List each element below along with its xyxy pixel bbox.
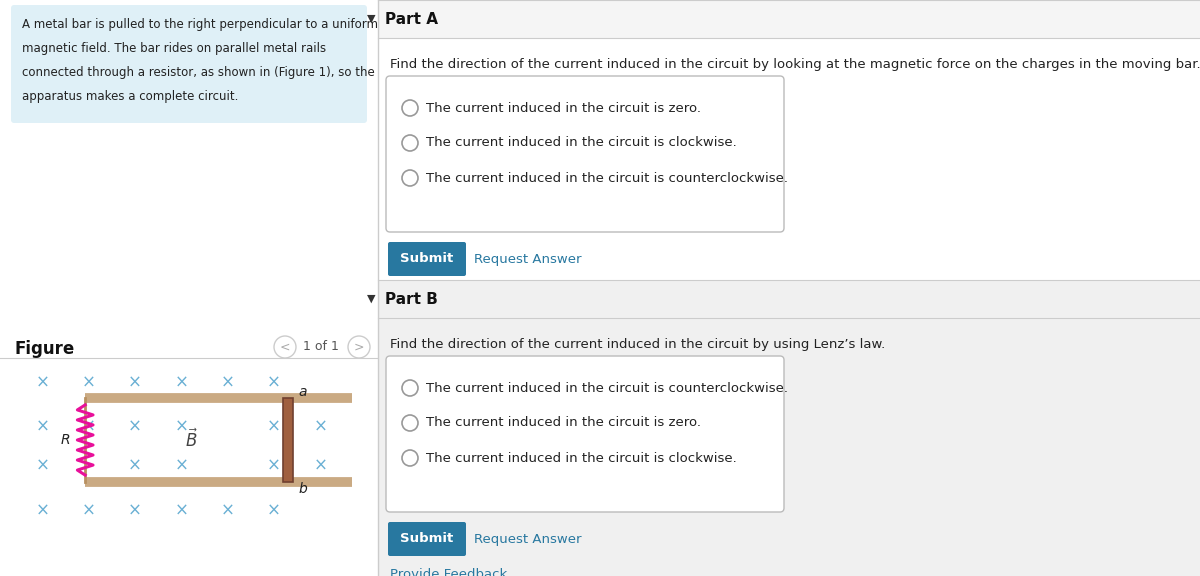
- Text: ×: ×: [128, 501, 142, 519]
- Text: >: >: [354, 340, 365, 354]
- Bar: [378, 280, 1200, 576]
- Text: The current induced in the circuit is clockwise.: The current induced in the circuit is cl…: [426, 452, 737, 464]
- Text: ×: ×: [174, 501, 188, 519]
- Text: ×: ×: [36, 418, 49, 436]
- Text: ×: ×: [174, 457, 188, 475]
- Circle shape: [402, 100, 418, 116]
- Text: ×: ×: [174, 418, 188, 436]
- Circle shape: [402, 170, 418, 186]
- Text: Figure: Figure: [14, 340, 74, 358]
- Text: ×: ×: [266, 457, 281, 475]
- Circle shape: [274, 336, 296, 358]
- FancyBboxPatch shape: [386, 356, 784, 512]
- FancyBboxPatch shape: [388, 242, 466, 276]
- Text: <: <: [280, 340, 290, 354]
- Text: The current induced in the circuit is clockwise.: The current induced in the circuit is cl…: [426, 137, 737, 150]
- Text: ▼: ▼: [366, 14, 374, 24]
- Text: ×: ×: [36, 501, 49, 519]
- Text: ×: ×: [266, 501, 281, 519]
- Text: Find the direction of the current induced in the circuit by using Lenz’s law.: Find the direction of the current induce…: [390, 338, 886, 351]
- Circle shape: [348, 336, 370, 358]
- Text: A metal bar is pulled to the right perpendicular to a uniform: A metal bar is pulled to the right perpe…: [22, 18, 378, 31]
- Text: R: R: [61, 433, 71, 447]
- Text: ×: ×: [221, 374, 234, 392]
- Text: ×: ×: [36, 374, 49, 392]
- Text: Request Answer: Request Answer: [474, 252, 582, 266]
- Bar: [378, 0, 1200, 38]
- Bar: [283, 399, 293, 482]
- Text: ×: ×: [313, 457, 328, 475]
- Text: ×: ×: [82, 418, 96, 436]
- Text: ×: ×: [36, 457, 49, 475]
- Bar: [378, 280, 1200, 318]
- Circle shape: [402, 415, 418, 431]
- Text: ×: ×: [266, 374, 281, 392]
- Text: ×: ×: [221, 501, 234, 519]
- Text: ×: ×: [128, 418, 142, 436]
- Text: The current induced in the circuit is counterclockwise.: The current induced in the circuit is co…: [426, 172, 788, 184]
- Text: a: a: [299, 385, 307, 399]
- Text: ×: ×: [82, 501, 96, 519]
- Text: ×: ×: [313, 418, 328, 436]
- FancyBboxPatch shape: [388, 522, 466, 556]
- Text: magnetic field. The bar rides on parallel metal rails: magnetic field. The bar rides on paralle…: [22, 42, 326, 55]
- Circle shape: [402, 380, 418, 396]
- FancyBboxPatch shape: [386, 76, 784, 232]
- Text: Part A: Part A: [385, 12, 438, 26]
- Text: $\vec{B}$: $\vec{B}$: [185, 429, 199, 451]
- Circle shape: [402, 135, 418, 151]
- Text: ×: ×: [266, 418, 281, 436]
- Text: Request Answer: Request Answer: [474, 532, 582, 545]
- Text: ×: ×: [82, 374, 96, 392]
- Text: ▼: ▼: [366, 294, 374, 304]
- Text: 1 of 1: 1 of 1: [304, 340, 338, 354]
- Text: The current induced in the circuit is counterclockwise.: The current induced in the circuit is co…: [426, 381, 788, 395]
- Text: Submit: Submit: [401, 252, 454, 266]
- Text: ×: ×: [128, 457, 142, 475]
- Text: connected through a resistor, as shown in (Figure 1), so the: connected through a resistor, as shown i…: [22, 66, 374, 79]
- Text: ×: ×: [174, 374, 188, 392]
- Text: Find the direction of the current induced in the circuit by looking at the magne: Find the direction of the current induce…: [390, 58, 1200, 71]
- Text: Provide Feedback: Provide Feedback: [390, 568, 508, 576]
- Text: ×: ×: [128, 374, 142, 392]
- Text: The current induced in the circuit is zero.: The current induced in the circuit is ze…: [426, 101, 701, 115]
- FancyBboxPatch shape: [11, 5, 367, 123]
- Text: Part B: Part B: [385, 291, 438, 306]
- Text: apparatus makes a complete circuit.: apparatus makes a complete circuit.: [22, 90, 239, 103]
- Circle shape: [402, 450, 418, 466]
- Text: The current induced in the circuit is zero.: The current induced in the circuit is ze…: [426, 416, 701, 430]
- Text: Submit: Submit: [401, 532, 454, 545]
- Text: b: b: [299, 482, 307, 497]
